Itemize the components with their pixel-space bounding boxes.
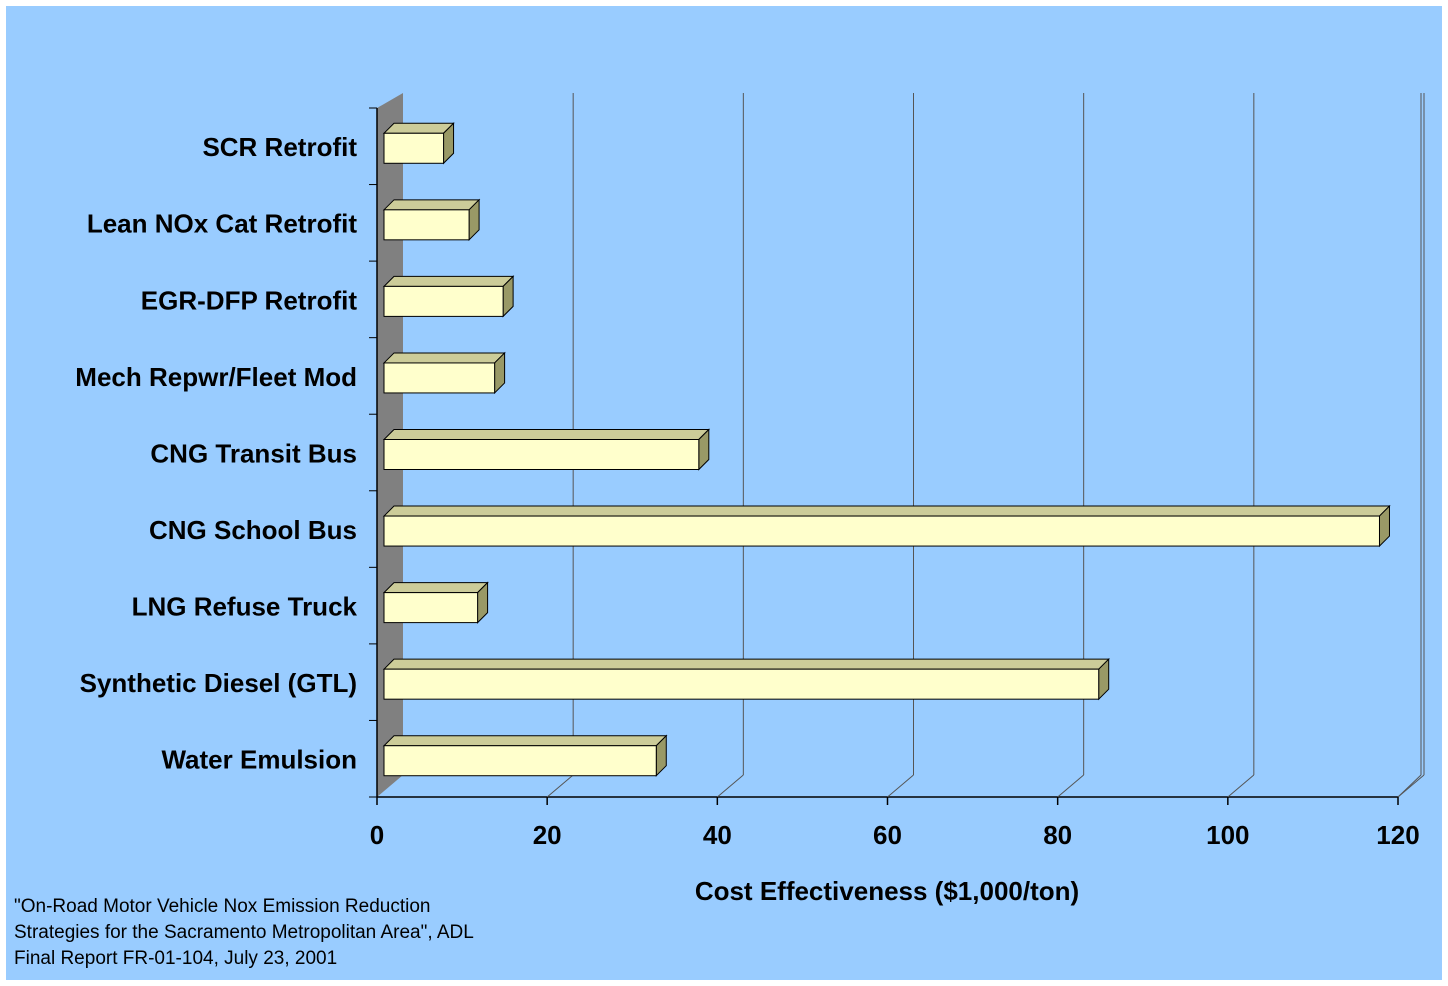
bar (383, 285, 504, 317)
background (6, 6, 1442, 980)
x-tick-label: 60 (873, 820, 902, 850)
y-tick-label: SCR Retrofit (202, 132, 357, 162)
bar (383, 592, 479, 624)
bar (383, 362, 496, 394)
bar-top (382, 352, 506, 364)
y-tick-label: LNG Refuse Truck (132, 591, 358, 621)
floor-grid-line (1227, 774, 1255, 798)
note: Strategies for the Sacramento Metropolit… (14, 922, 474, 943)
x-tick-label: 20 (533, 820, 562, 850)
note: Final Report FR-01-104, July 23, 2001 (14, 948, 337, 969)
floor-grid-line (1397, 774, 1425, 798)
y-tick-label: Synthetic Diesel (GTL) (80, 668, 357, 698)
x-tick-label: 120 (1376, 820, 1419, 850)
bar-top (382, 582, 489, 594)
bar-top (382, 429, 711, 440)
x-tick-label: 80 (1043, 820, 1072, 850)
x-tick-label: 100 (1206, 820, 1249, 850)
bar (383, 209, 470, 241)
floor-grid-line (717, 774, 744, 798)
bar-top (382, 275, 515, 287)
y-tick-label: Lean NOx Cat Retrofit (87, 209, 357, 239)
y-tick-label: Mech Repwr/Fleet Mod (75, 362, 357, 392)
y-tick-label: EGR-DFP Retrofit (141, 285, 358, 315)
x-axis-title: Cost Effectiveness ($1,000/ton) (695, 876, 1079, 906)
bar (383, 668, 1100, 700)
bar-top (382, 199, 481, 211)
bar (383, 439, 700, 470)
bar-top (382, 122, 455, 134)
x-tick-label: 0 (370, 820, 384, 850)
y-tick-label: CNG Transit Bus (150, 438, 357, 468)
bar (383, 745, 657, 777)
x-tick-label: 40 (703, 820, 732, 850)
bar (383, 515, 1380, 547)
y-tick-label: Water Emulsion (161, 745, 357, 775)
bar-top (382, 735, 668, 747)
floor-grid-line (887, 774, 914, 798)
y-tick-label: CNG School Bus (149, 515, 357, 545)
bar-top (382, 658, 1110, 670)
floor-grid-line (1057, 774, 1084, 798)
bar-top (382, 505, 1391, 517)
note: "On-Road Motor Vehicle Nox Emission Redu… (14, 896, 431, 917)
floor-grid-line (546, 774, 574, 798)
bar (383, 132, 445, 164)
